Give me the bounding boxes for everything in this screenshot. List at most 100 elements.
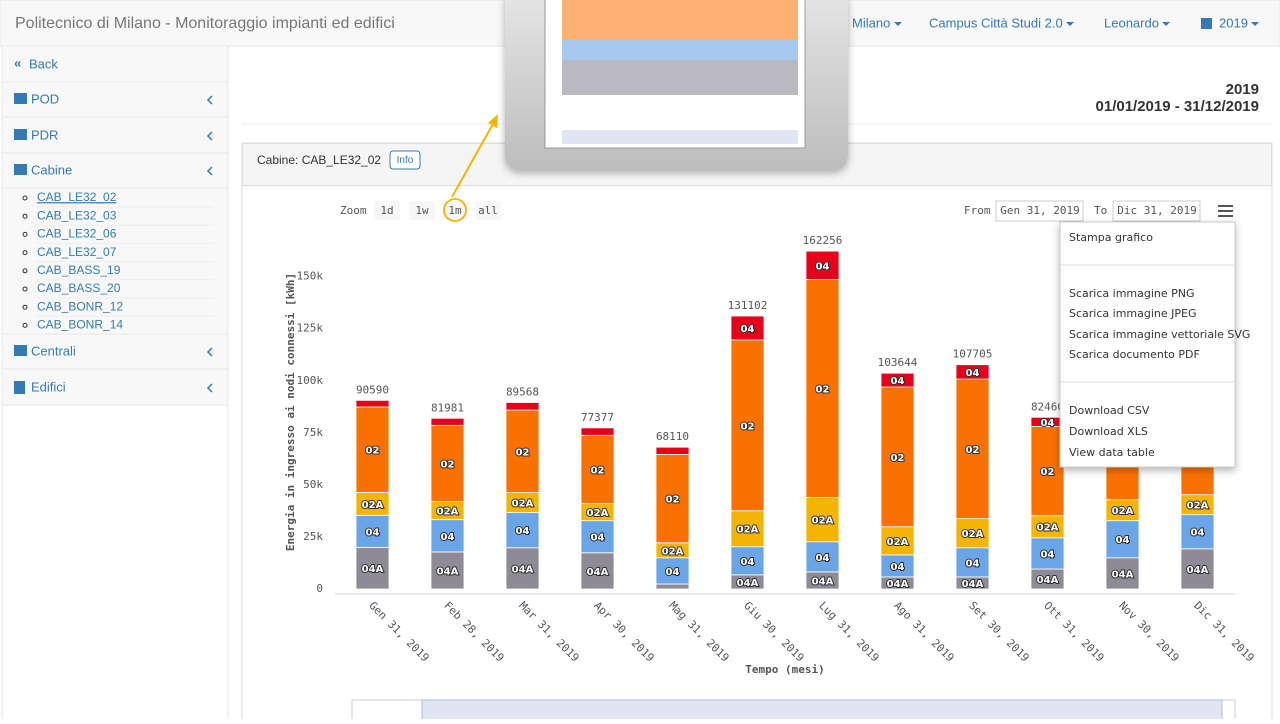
bar-segment — [1180, 548, 1215, 590]
segment-label: 04 — [816, 553, 830, 564]
bullet — [22, 322, 28, 328]
side-item[interactable]: Edifici — [31, 379, 66, 394]
calendar-icon — [1201, 18, 1212, 29]
from-label: From — [964, 204, 991, 217]
panel-title: Cabine: CAB_LE32_02 — [257, 153, 381, 167]
segment-label: 02 — [966, 445, 980, 456]
zoom-button[interactable] — [409, 201, 435, 220]
cabina-link[interactable]: CAB_BASS_19 — [37, 263, 121, 277]
menu-item[interactable]: Download XLS — [1069, 425, 1148, 438]
cabina-link[interactable]: CAB_LE32_06 — [37, 227, 117, 241]
cabina-link[interactable]: CAB_BASS_20 — [37, 281, 121, 295]
menu-item[interactable]: View data table — [1069, 446, 1155, 459]
navigator-range[interactable] — [421, 699, 1223, 724]
thumbnail-image — [562, 0, 798, 144]
zoom-button[interactable] — [475, 201, 501, 220]
y-tick-label: 50k — [303, 478, 323, 491]
menu-item[interactable]: Download CSV — [1069, 404, 1150, 417]
x-axis-title: Tempo (mesi) — [745, 663, 824, 676]
bullet — [22, 231, 28, 237]
segment-label: 02A — [887, 537, 909, 548]
bar-segment — [1105, 557, 1140, 590]
total-label: 107705 — [953, 348, 993, 361]
side-item[interactable]: Centrali — [31, 343, 76, 358]
bar-segment — [805, 541, 840, 573]
zoom-button[interactable] — [442, 201, 468, 220]
nav-menu[interactable]: Campus Città Studi 2.0 — [929, 15, 1063, 30]
cabina-link[interactable]: CAB_BONR_12 — [37, 299, 123, 313]
bullet — [22, 250, 28, 256]
cabina-link[interactable]: CAB_LE32_07 — [37, 245, 117, 259]
menu-item[interactable]: Scarica immagine vettoriale SVG — [1069, 328, 1250, 341]
back-link[interactable]: Back — [29, 56, 58, 71]
side-item[interactable]: PDR — [31, 127, 58, 142]
menu-item[interactable]: Scarica immagine JPEG — [1069, 307, 1197, 320]
bar-segment — [955, 518, 990, 549]
info-button[interactable] — [389, 150, 421, 170]
bar-segment — [655, 583, 690, 590]
bar-segment — [655, 454, 690, 544]
segment-label: 04A — [437, 566, 459, 577]
y-tick-label: 0 — [316, 582, 323, 595]
total-label: 162256 — [803, 234, 843, 247]
icon — [14, 345, 27, 356]
segment-label: 02A — [362, 500, 384, 511]
side-item[interactable]: POD — [31, 91, 59, 106]
nav-menu[interactable]: 2019 — [1219, 15, 1248, 30]
period-range: 01/01/2019 - 31/12/2019 — [1096, 98, 1259, 115]
segment-label: 02 — [816, 385, 830, 396]
zoom-label: 1m — [448, 204, 462, 217]
cabina-link[interactable]: CAB_BONR_14 — [37, 318, 123, 332]
bar-segment — [730, 510, 765, 548]
segment-label: 04 — [1191, 528, 1205, 539]
total-label: 81981 — [431, 401, 464, 414]
bar-segment — [1105, 520, 1140, 559]
to-input[interactable] — [1112, 200, 1201, 222]
menu-item[interactable]: Stampa grafico — [1069, 231, 1153, 244]
nav-menu[interactable]: Leonardo — [1104, 15, 1159, 30]
segment-label: 04A — [962, 579, 984, 590]
total-label: 68110 — [656, 430, 689, 443]
side-item[interactable]: Cabine — [31, 162, 72, 177]
bar-segment — [580, 552, 615, 590]
segment-label: 02A — [737, 525, 759, 536]
y-axis-title: Energia in ingresso ai nodi connessi [kW… — [284, 273, 297, 551]
bar-segment — [505, 409, 540, 493]
segment-label: 04 — [891, 376, 905, 387]
segment-label: 04A — [737, 578, 759, 589]
menu-item[interactable]: Scarica documento PDF — [1069, 348, 1200, 361]
icon — [14, 129, 27, 140]
segment-label: 02A — [587, 508, 609, 519]
from-value: Gen 31, 2019 — [1000, 204, 1079, 217]
back-icon: « — [14, 55, 21, 70]
bar-segment — [955, 547, 990, 578]
bar-segment — [1030, 425, 1065, 517]
bar-segment — [730, 315, 765, 341]
caret — [1162, 22, 1170, 26]
segment-label: 02 — [741, 421, 755, 432]
segment-label: 02A — [962, 529, 984, 540]
y-tick-label: 25k — [303, 530, 323, 543]
segment-label: 04 — [891, 562, 905, 573]
highlight-circle — [443, 198, 467, 222]
from-input[interactable] — [995, 200, 1084, 222]
y-tick-label: 150k — [297, 270, 324, 283]
segment-label: 02A — [437, 507, 459, 518]
cabina-link[interactable]: CAB_LE32_03 — [37, 208, 117, 222]
segment-label: 04 — [966, 558, 980, 569]
zoom-button[interactable] — [374, 201, 400, 220]
nav-menu[interactable]: Milano — [852, 15, 890, 30]
bar-segment — [430, 424, 465, 502]
icon — [14, 381, 25, 394]
segment-label: 04A — [887, 579, 909, 590]
bullet — [22, 286, 28, 292]
menu-item[interactable]: Scarica immagine PNG — [1069, 287, 1195, 300]
y-tick-label: 75k — [303, 426, 323, 439]
segment-label: 04A — [587, 567, 609, 578]
cabina-link[interactable]: CAB_LE32_02 — [37, 190, 117, 204]
bar-segment — [355, 546, 390, 590]
segment-label: 04 — [666, 567, 680, 578]
menu-button[interactable] — [1218, 205, 1233, 217]
segment-label: 02 — [441, 459, 455, 470]
export-menu — [1059, 221, 1236, 468]
